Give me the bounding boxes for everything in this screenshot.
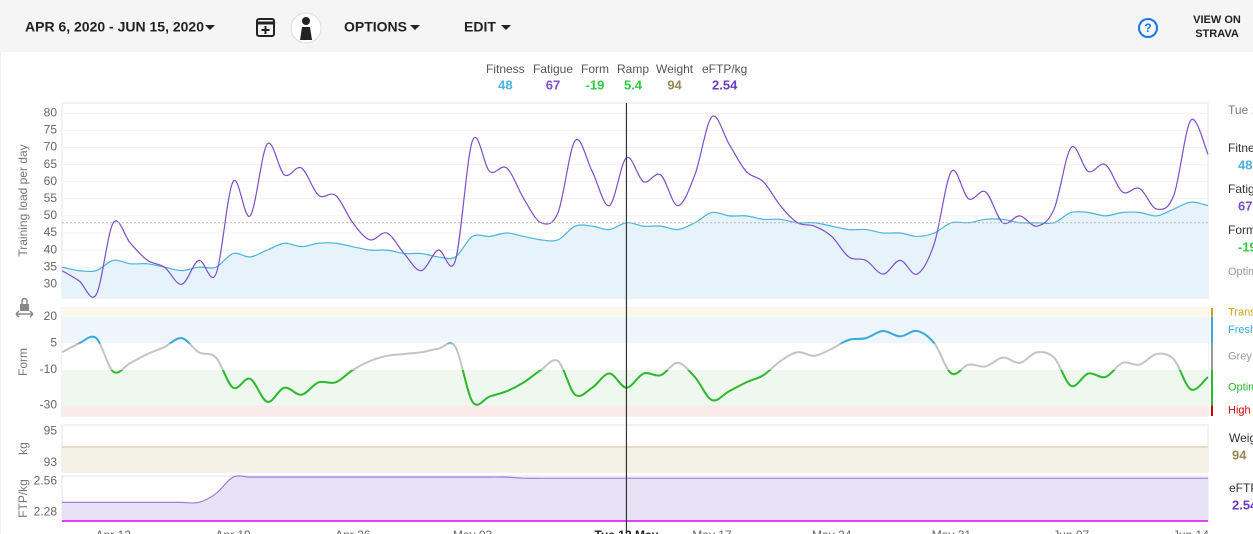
legend-label: Weight	[656, 62, 694, 76]
y-axis-label: Training load per day	[16, 144, 30, 256]
y-tick-label: 5	[50, 336, 57, 350]
y-axis-label: kg	[16, 442, 30, 455]
x-tick-label: Tue 12 May	[595, 528, 659, 534]
zone-band	[62, 343, 1208, 370]
x-tick-label: May 17	[692, 528, 732, 534]
side-value: 94	[1232, 447, 1247, 462]
y-tick-label: 2.56	[34, 474, 58, 488]
side-value: 67	[1238, 198, 1252, 213]
area-fill	[62, 446, 1208, 472]
area-fill	[62, 202, 1208, 298]
y-tick-label: 75	[44, 123, 58, 137]
legend-value: 5.4	[624, 77, 643, 92]
lock-icon	[15, 297, 34, 318]
zone-label: Grey Zone	[1228, 351, 1253, 363]
y-tick-label: -10	[40, 362, 58, 376]
y-tick-label: 60	[44, 174, 58, 188]
date-range[interactable]: APR 6, 2020 - JUN 15, 2020	[25, 19, 204, 35]
y-tick-label: 95	[44, 423, 58, 437]
x-tick-label: Apr 12	[96, 528, 132, 534]
y-tick-label: 93	[44, 455, 58, 469]
y-tick-label: 55	[44, 191, 58, 205]
caret[interactable]	[205, 25, 215, 30]
y-tick-label: 35	[44, 259, 58, 273]
y-tick-label: 65	[44, 157, 58, 171]
avatar[interactable]	[290, 12, 322, 44]
zone-band	[62, 308, 1208, 317]
legend-value: -19	[586, 77, 605, 92]
x-tick-label: May 03	[453, 528, 493, 534]
y-tick-label: 45	[44, 225, 58, 239]
zone-label: Transition	[1228, 306, 1253, 318]
legend-value: 94	[667, 77, 682, 92]
side-value: -19	[1238, 239, 1253, 254]
side-label: Fitness	[1228, 141, 1253, 155]
y-axis-label: FTP/kg	[16, 479, 30, 518]
area-fill	[62, 475, 1208, 521]
legend-value: 67	[546, 77, 560, 92]
line-3-0	[61, 475, 1208, 504]
legend-label: Fatigue	[533, 62, 573, 76]
legend-label: eFTP/kg	[702, 62, 747, 76]
side-date: Tue 12 May	[1228, 103, 1253, 117]
x-tick-label: Apr 26	[335, 528, 371, 534]
options-menu[interactable]: OPTIONS	[344, 19, 407, 35]
x-tick-label: May 24	[812, 528, 852, 534]
legend-label: Ramp	[617, 62, 649, 76]
y-tick-label: 40	[44, 242, 58, 256]
edit-menu[interactable]: EDIT	[464, 19, 496, 35]
y-tick-label: 20	[44, 309, 58, 323]
zone-label: Optimal Training	[1228, 382, 1253, 394]
y-tick-label: 30	[44, 276, 58, 290]
side-value: 48	[1238, 157, 1252, 172]
y-tick-label: 2.28	[34, 504, 58, 518]
caret[interactable]	[501, 25, 511, 30]
x-tick-label: Apr 19	[215, 528, 251, 534]
y-tick-label: -30	[40, 398, 58, 412]
view-on-strava[interactable]: VIEW ON	[1193, 14, 1241, 26]
side-value: 2.54	[1232, 497, 1253, 512]
legend-label: Form	[581, 62, 609, 76]
help-icon[interactable]: ?	[1138, 18, 1158, 38]
y-tick-label: 80	[44, 105, 58, 119]
side-label: Form	[1228, 223, 1253, 237]
side-label: Weight	[1229, 431, 1253, 445]
legend-value: 2.54	[712, 77, 738, 92]
view-on-strava[interactable]: STRAVA	[1195, 28, 1239, 40]
caret[interactable]	[410, 25, 420, 30]
legend-value: 48	[498, 77, 512, 92]
calendar-icon[interactable]	[256, 18, 275, 37]
zone-band	[62, 369, 1208, 406]
line-1-0	[61, 329, 1209, 406]
side-zone: Optimal Training Zone	[1228, 266, 1253, 278]
x-tick-label: May 31	[932, 528, 972, 534]
side-label: Fatigue	[1228, 182, 1253, 196]
y-tick-label: 50	[44, 208, 58, 222]
y-tick-label: 70	[44, 140, 58, 154]
zone-label: Fresh	[1228, 324, 1253, 336]
y-axis-label: Form	[16, 348, 30, 376]
x-tick-label: Jun 14	[1173, 528, 1209, 534]
svg-text:?: ?	[1144, 21, 1151, 35]
legend-label: Fitness	[486, 62, 525, 76]
zone-label: High Risk	[1228, 405, 1253, 417]
x-tick-label: Jun 07	[1053, 528, 1089, 534]
side-label: eFTP	[1229, 481, 1253, 495]
zone-band	[62, 316, 1208, 344]
zone-band	[62, 405, 1208, 416]
